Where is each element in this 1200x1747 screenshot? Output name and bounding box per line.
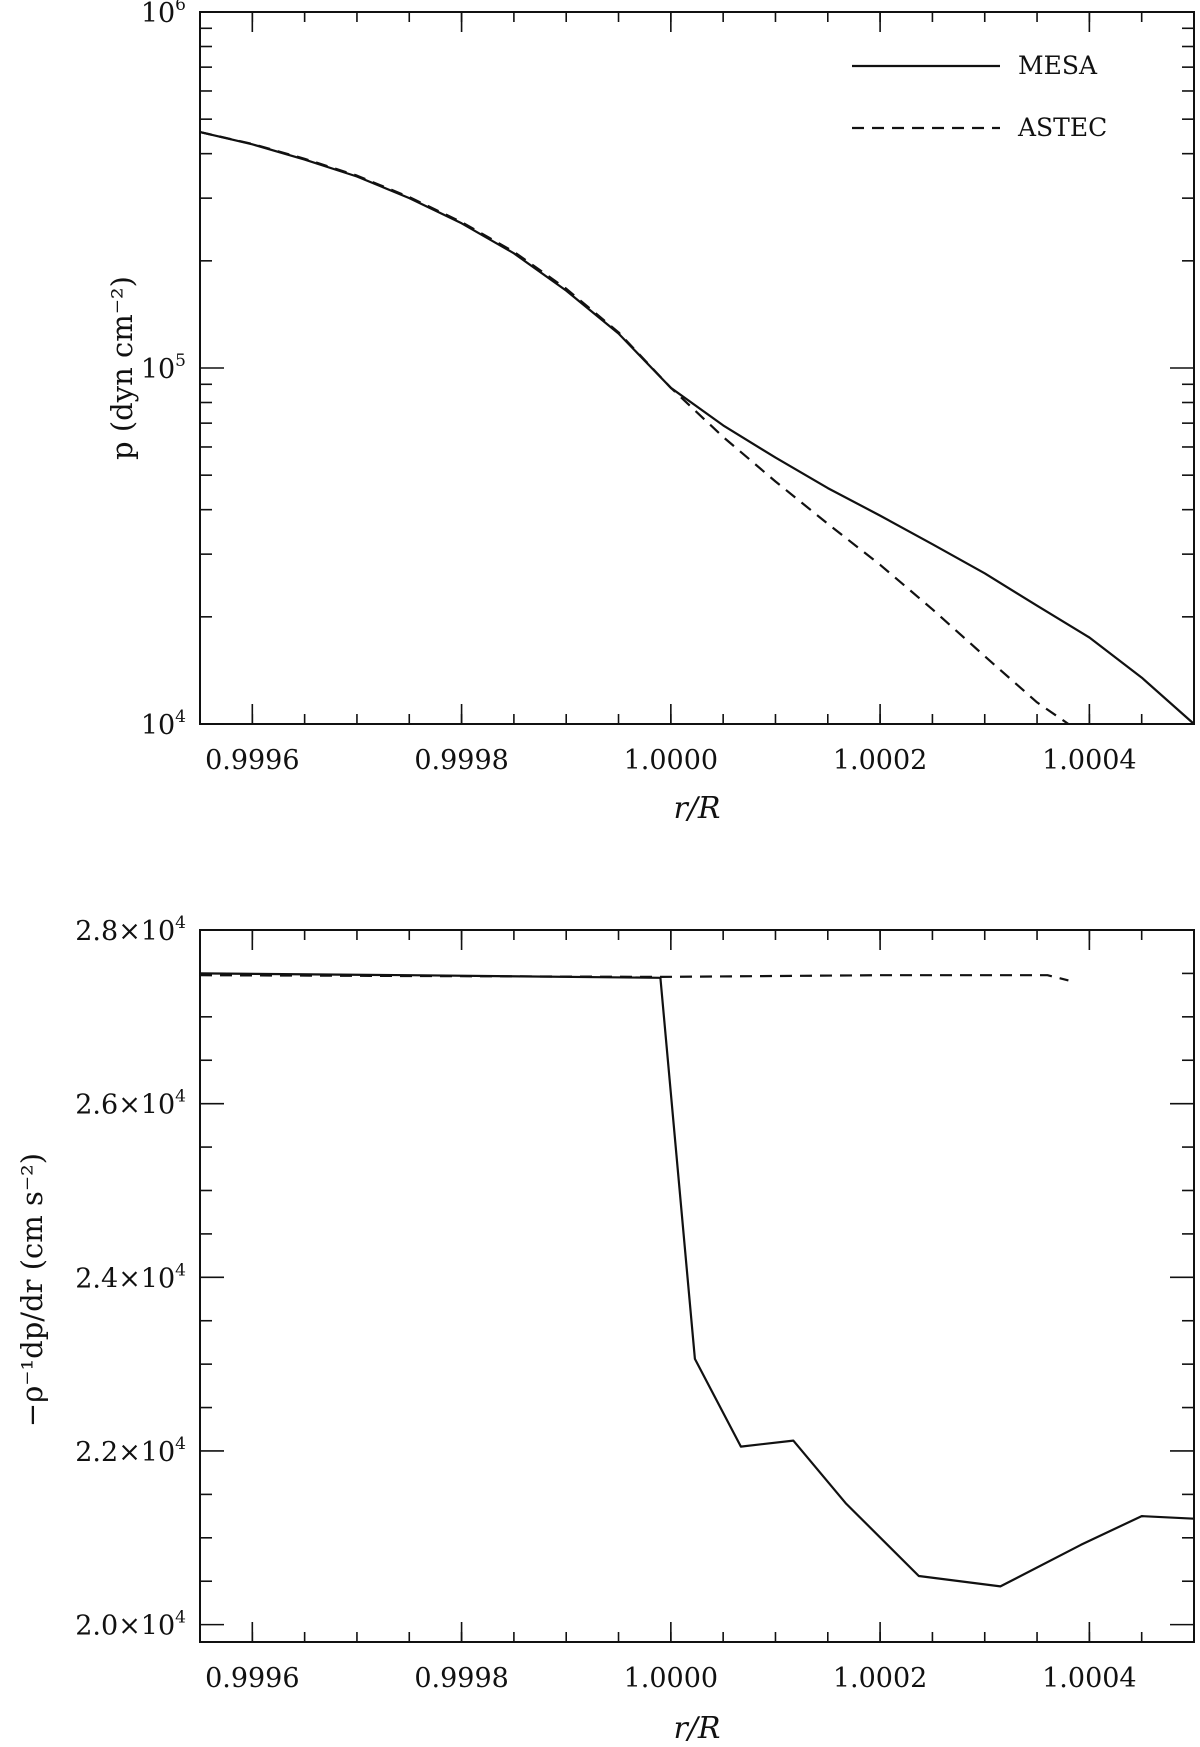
pressure-x-tick-label: 1.0002 [833, 745, 927, 776]
pressure-y-tick-mantissa: 10 [141, 0, 175, 29]
acceleration-x-tick-label: 0.9998 [414, 1663, 508, 1694]
acceleration-y-tick-mantissa: 2.6×10 [75, 1090, 175, 1121]
acceleration-series-mesa [199, 972, 1195, 1588]
pressure-x-tick-label: 1.0000 [624, 745, 718, 776]
acceleration-series-astec [199, 974, 1069, 982]
pressure-y-tick-label: 106 [141, 0, 186, 29]
acceleration-x-tick-label: 1.0000 [624, 1663, 718, 1694]
pressure-y-tick-label: 105 [141, 351, 186, 385]
pressure-panel: 0.9996 0.9998 1.0000 1.0002 1.0004 106105104… [105, 0, 1195, 826]
acceleration-y-tick-exponent: 4 [175, 1260, 186, 1280]
pressure-y-tick-mantissa: 10 [141, 710, 175, 741]
acceleration-panel: 0.9996 0.9998 1.0000 1.0002 1.0004 2.8×1042.… [15, 913, 1195, 1746]
acceleration-y-tick-label: 2.0×104 [75, 1608, 186, 1642]
acceleration-y-tick-label: 2.8×104 [75, 913, 186, 947]
acceleration-plot-frame [199, 929, 1195, 1643]
acceleration-y-tick-mantissa: 2.2×10 [75, 1437, 175, 1468]
acceleration-y-tick-mantissa: 2.0×10 [75, 1611, 175, 1642]
acceleration-y-tick-exponent: 4 [175, 1608, 186, 1628]
acceleration-y-tick-exponent: 4 [175, 1087, 186, 1107]
pressure-y-tick-label: 104 [141, 707, 186, 741]
acceleration-x-axis-label: r/R [673, 1711, 720, 1746]
pressure-y-tick-mantissa: 10 [141, 354, 175, 385]
acceleration-y-tick-label: 2.6×104 [75, 1087, 186, 1121]
acceleration-y-axis-label: −ρ⁻¹dp/dr (cm s⁻²) [15, 1153, 49, 1427]
pressure-x-ticks: 0.9996 0.9998 1.0000 1.0002 1.0004 [205, 12, 1137, 776]
acceleration-y-tick-exponent: 4 [175, 913, 186, 933]
acceleration-y-tick-mantissa: 2.8×10 [75, 916, 175, 947]
acceleration-x-ticks: 0.9996 0.9998 1.0000 1.0002 1.0004 [205, 930, 1137, 1694]
pressure-curves [199, 131, 1195, 725]
acceleration-y-tick-label: 2.2×104 [75, 1434, 186, 1468]
acceleration-curves [199, 972, 1195, 1588]
pressure-x-tick-label: 1.0004 [1042, 745, 1136, 776]
acceleration-x-tick-label: 0.9996 [205, 1663, 299, 1694]
acceleration-y-tick-label: 2.4×104 [75, 1260, 186, 1294]
legend: MESA ASTEC [852, 51, 1107, 142]
legend-label-mesa: MESA [1018, 51, 1098, 80]
pressure-y-tick-exponent: 6 [175, 0, 186, 15]
pressure-x-axis-label: r/R [673, 791, 720, 826]
acceleration-x-tick-label: 1.0004 [1042, 1663, 1136, 1694]
acceleration-y-tick-mantissa: 2.4×10 [75, 1263, 175, 1294]
pressure-x-tick-label: 0.9998 [414, 745, 508, 776]
acceleration-y-tick-exponent: 4 [175, 1434, 186, 1454]
pressure-y-axis-label: p (dyn cm⁻²) [105, 276, 139, 460]
acceleration-x-tick-label: 1.0002 [833, 1663, 927, 1694]
acceleration-minor-ticks [199, 930, 1195, 1642]
pressure-y-tick-exponent: 5 [175, 351, 186, 371]
pressure-y-tick-exponent: 4 [175, 707, 186, 727]
legend-label-astec: ASTEC [1017, 113, 1107, 142]
pressure-series-astec [199, 131, 1070, 725]
pressure-series-mesa [199, 131, 1195, 725]
pressure-x-tick-label: 0.9996 [205, 745, 299, 776]
